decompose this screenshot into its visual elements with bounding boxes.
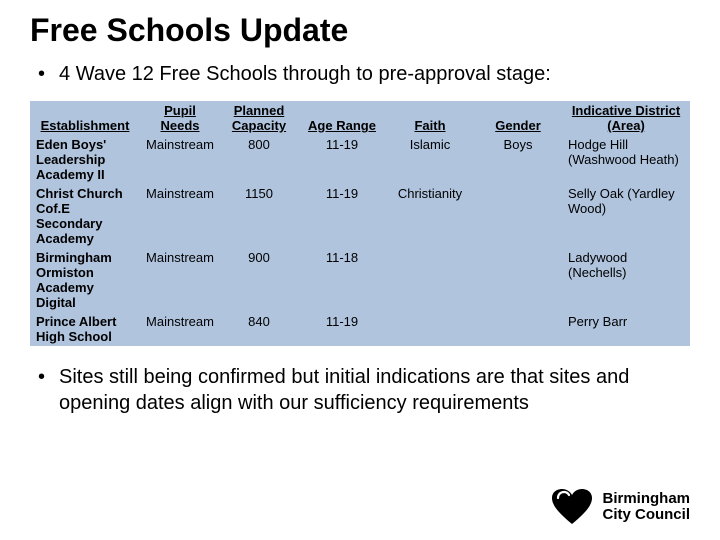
cell-planned-capacity: 800 — [220, 135, 298, 184]
cell-pupil-needs: Mainstream — [140, 184, 220, 248]
cell-faith: Islamic — [386, 135, 474, 184]
page-title: Free Schools Update — [30, 12, 690, 49]
cell-planned-capacity: 1150 — [220, 184, 298, 248]
col-establishment: Establishment — [30, 101, 140, 135]
col-planned-capacity: Planned Capacity — [220, 101, 298, 135]
cell-district: Hodge Hill (Washwood Heath) — [562, 135, 690, 184]
bullet-dot: • — [38, 364, 45, 390]
bullet-2: • Sites still being confirmed but initia… — [30, 364, 690, 416]
cell-district: Perry Barr — [562, 312, 690, 346]
cell-gender: Boys — [474, 135, 562, 184]
logo-line1: Birmingham — [602, 491, 690, 507]
col-faith: Faith — [386, 101, 474, 135]
cell-pupil-needs: Mainstream — [140, 248, 220, 312]
cell-age-range: 11-19 — [298, 312, 386, 346]
cell-planned-capacity: 840 — [220, 312, 298, 346]
cell-gender — [474, 184, 562, 248]
cell-district: Selly Oak (Yardley Wood) — [562, 184, 690, 248]
cell-establishment: Christ Church Cof.E Secondary Academy — [30, 184, 140, 248]
col-indicative-district: Indicative District (Area) — [562, 101, 690, 135]
cell-faith — [386, 312, 474, 346]
birmingham-logo: Birmingham City Council — [550, 488, 690, 526]
bullet-dot: • — [38, 61, 45, 87]
cell-planned-capacity: 900 — [220, 248, 298, 312]
logo-line2: City Council — [602, 507, 690, 523]
table-header-row: Establishment Pupil Needs Planned Capaci… — [30, 101, 690, 135]
bullet-1-text: 4 Wave 12 Free Schools through to pre-ap… — [59, 61, 551, 87]
table-row: Eden Boys' Leadership Academy II Mainstr… — [30, 135, 690, 184]
heart-icon — [550, 488, 594, 526]
cell-pupil-needs: Mainstream — [140, 312, 220, 346]
cell-pupil-needs: Mainstream — [140, 135, 220, 184]
bullet-2-text: Sites still being confirmed but initial … — [59, 364, 690, 416]
col-pupil-needs: Pupil Needs — [140, 101, 220, 135]
bullet-1: • 4 Wave 12 Free Schools through to pre-… — [30, 61, 690, 87]
table-row: Prince Albert High School Mainstream 840… — [30, 312, 690, 346]
logo-text: Birmingham City Council — [602, 491, 690, 523]
table-row: Birmingham Ormiston Academy Digital Main… — [30, 248, 690, 312]
cell-age-range: 11-19 — [298, 135, 386, 184]
cell-gender — [474, 312, 562, 346]
col-age-range: Age Range — [298, 101, 386, 135]
cell-district: Ladywood (Nechells) — [562, 248, 690, 312]
cell-faith: Christianity — [386, 184, 474, 248]
schools-table: Establishment Pupil Needs Planned Capaci… — [30, 101, 690, 346]
table-row: Christ Church Cof.E Secondary Academy Ma… — [30, 184, 690, 248]
cell-age-range: 11-18 — [298, 248, 386, 312]
cell-gender — [474, 248, 562, 312]
cell-establishment: Eden Boys' Leadership Academy II — [30, 135, 140, 184]
cell-establishment: Prince Albert High School — [30, 312, 140, 346]
cell-age-range: 11-19 — [298, 184, 386, 248]
cell-faith — [386, 248, 474, 312]
col-gender: Gender — [474, 101, 562, 135]
cell-establishment: Birmingham Ormiston Academy Digital — [30, 248, 140, 312]
